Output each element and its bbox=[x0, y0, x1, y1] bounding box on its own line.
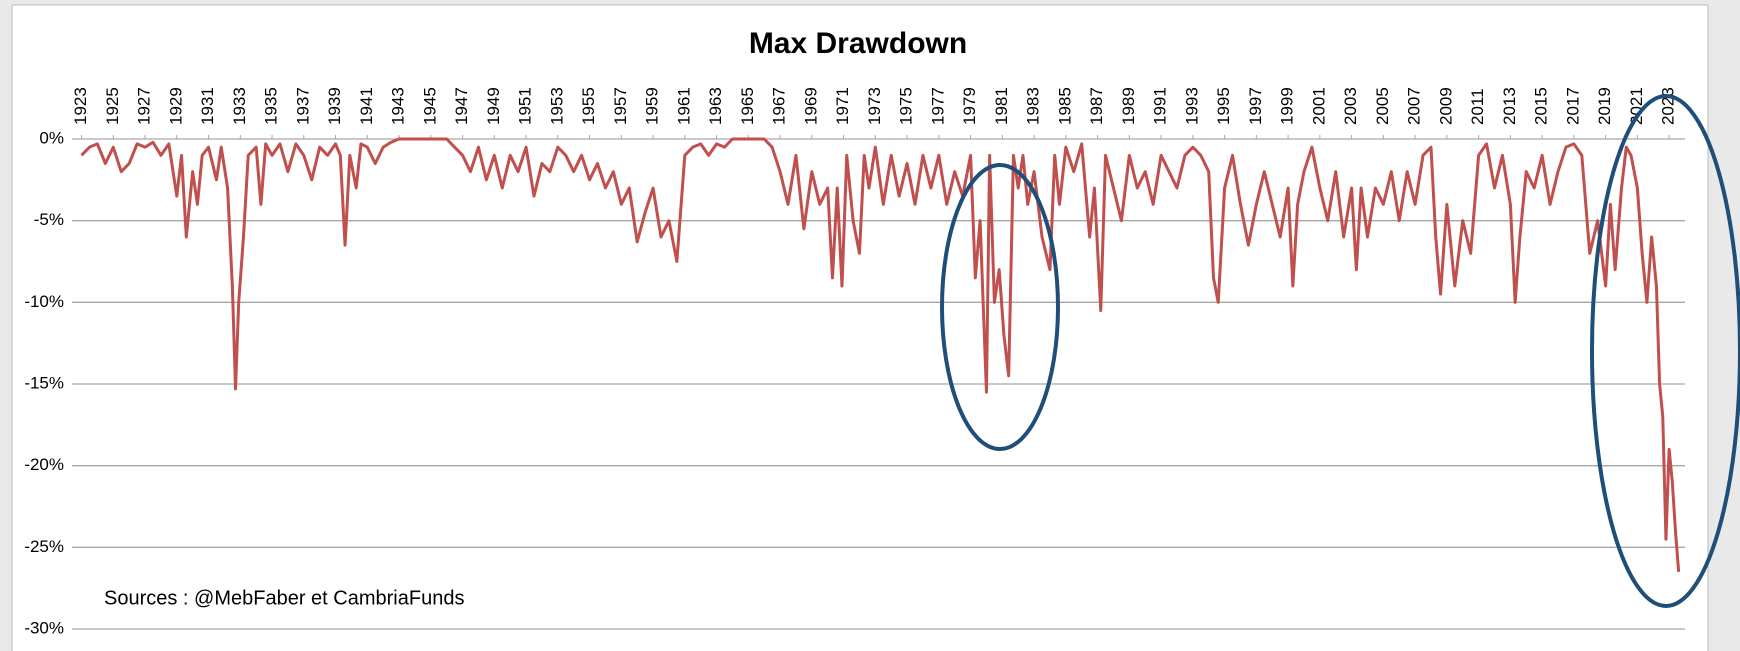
x-tick-label: 2009 bbox=[1436, 87, 1455, 125]
x-tick-label: 1999 bbox=[1278, 87, 1297, 125]
x-tick-label: 1931 bbox=[198, 87, 217, 125]
y-tick-label: -25% bbox=[24, 537, 64, 556]
x-tick-label: 1993 bbox=[1182, 87, 1201, 125]
x-tick-label: 1927 bbox=[135, 87, 154, 125]
x-tick-label: 1951 bbox=[516, 87, 535, 125]
x-tick-label: 1979 bbox=[960, 87, 979, 125]
x-tick-label: 1961 bbox=[674, 87, 693, 125]
x-tick-label: 1973 bbox=[865, 87, 884, 125]
x-tick-label: 1953 bbox=[547, 87, 566, 125]
x-tick-label: 1975 bbox=[897, 87, 916, 125]
x-tick-label: 2023 bbox=[1659, 87, 1678, 125]
x-tick-label: 1971 bbox=[833, 87, 852, 125]
x-tick-label: 1989 bbox=[1119, 87, 1138, 125]
x-tick-label: 1981 bbox=[992, 87, 1011, 125]
x-tick-label: 2021 bbox=[1627, 87, 1646, 125]
x-tick-label: 2005 bbox=[1373, 87, 1392, 125]
x-tick-label: 1969 bbox=[801, 87, 820, 125]
x-tick-label: 1935 bbox=[262, 87, 281, 125]
x-tick-label: 1959 bbox=[643, 87, 662, 125]
chart-frame bbox=[11, 4, 1709, 651]
x-tick-label: 1945 bbox=[420, 87, 439, 125]
x-tick-label: 1965 bbox=[738, 87, 757, 125]
x-tick-label: 1983 bbox=[1024, 87, 1043, 125]
chart-title: Max Drawdown bbox=[749, 27, 967, 60]
x-tick-label: 2001 bbox=[1309, 87, 1328, 125]
x-tick-label: 2011 bbox=[1468, 88, 1487, 125]
plot-area: 0% -5% -10% -15% -20% -25% -30% 1923 1925 1927 192… bbox=[24, 87, 1685, 637]
x-tick-label: 1949 bbox=[484, 87, 503, 125]
x-tick-label: 2007 bbox=[1405, 87, 1424, 125]
x-tick-label: 2019 bbox=[1595, 87, 1614, 125]
x-tick-label: 1939 bbox=[325, 87, 344, 125]
x-tick-label: 1957 bbox=[611, 87, 630, 125]
source-note: Sources : @MebFaber et CambriaFunds bbox=[104, 587, 464, 609]
y-tick-label: -5% bbox=[34, 210, 64, 229]
x-tick-label: 1941 bbox=[357, 87, 376, 125]
x-tick-label: 1925 bbox=[103, 87, 122, 125]
data-line bbox=[80, 137, 1681, 572]
x-tick-label: 1943 bbox=[389, 87, 408, 125]
highlight-ellipse bbox=[1590, 94, 1740, 608]
x-tick-label: 2015 bbox=[1532, 87, 1551, 125]
y-tick-label: -30% bbox=[24, 618, 64, 637]
x-tick-label: 1937 bbox=[293, 87, 312, 125]
x-tick-label: 1933 bbox=[230, 87, 249, 125]
x-tick-label: 1923 bbox=[71, 87, 90, 125]
x-tick-label: 1963 bbox=[706, 87, 725, 125]
x-tick-label: 1995 bbox=[1214, 87, 1233, 125]
x-tick-label: 2003 bbox=[1341, 87, 1360, 125]
x-tick-label: 1947 bbox=[452, 87, 471, 125]
y-tick-label: -20% bbox=[24, 455, 64, 474]
x-tick-label: 2013 bbox=[1500, 87, 1519, 125]
highlight-ellipse bbox=[940, 163, 1060, 451]
y-tick-label: 0% bbox=[39, 128, 64, 147]
x-tick-label: 1985 bbox=[1055, 87, 1074, 125]
x-tick-label: 1967 bbox=[770, 87, 789, 125]
x-tick-label: 1929 bbox=[166, 87, 185, 125]
x-tick-label: 2017 bbox=[1563, 87, 1582, 125]
y-tick-label: -10% bbox=[24, 292, 64, 311]
x-tick-label: 1977 bbox=[928, 87, 947, 125]
x-tick-label: 1991 bbox=[1151, 87, 1170, 125]
x-tick-label: 1997 bbox=[1246, 87, 1265, 125]
y-tick-label: -15% bbox=[24, 373, 64, 392]
x-tick-label: 1955 bbox=[579, 87, 598, 125]
x-tick-label: 1987 bbox=[1087, 87, 1106, 125]
